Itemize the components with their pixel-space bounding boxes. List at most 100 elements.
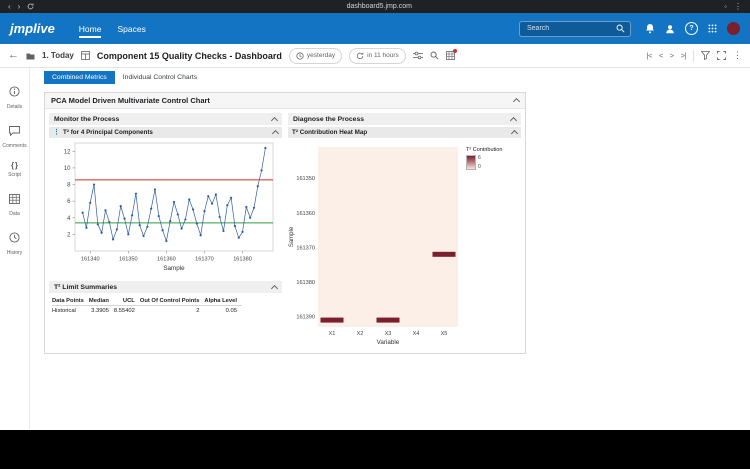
svg-text:161350: 161350	[296, 176, 315, 182]
collapse-chevron-icon[interactable]	[272, 130, 279, 137]
breadcrumb[interactable]: 1. Today	[42, 51, 74, 60]
svg-text:8: 8	[67, 183, 71, 189]
svg-text:10: 10	[64, 166, 71, 172]
collapse-chevron-icon[interactable]	[271, 116, 278, 123]
diagnose-section-header[interactable]: Diagnose the Process	[288, 113, 521, 125]
col-data-points: Data Points	[52, 297, 89, 306]
last-updated-badge[interactable]: yesterday	[289, 48, 342, 64]
sidebar-label-history: History	[7, 250, 23, 256]
update-badge-dot	[453, 49, 457, 53]
next-refresh-badge[interactable]: in 11 hours	[349, 48, 406, 64]
fullscreen-icon[interactable]	[717, 51, 726, 60]
data-table-icon[interactable]	[446, 51, 455, 60]
svg-text:X2: X2	[357, 331, 364, 337]
svg-text:Variable: Variable	[377, 339, 400, 346]
t2-chart-title: T² for 4 Principal Components	[63, 129, 270, 136]
sidebar-item-comments[interactable]: Comments	[2, 123, 26, 149]
sidebar-item-history[interactable]: History	[7, 230, 23, 256]
sidebar-item-details[interactable]: Details	[7, 84, 22, 110]
svg-text:X3: X3	[385, 331, 392, 337]
legend-title: T² Contribution	[466, 147, 502, 153]
dashboard-panel: PCA Model Driven Multivariate Control Ch…	[44, 92, 526, 354]
svg-text:161340: 161340	[81, 257, 100, 263]
t2-chart-header[interactable]: ⋮ T² for 4 Principal Components	[49, 127, 282, 138]
search-input[interactable]	[519, 21, 631, 37]
legend-max: 6	[478, 155, 481, 161]
collapse-chevron-icon[interactable]	[510, 116, 517, 123]
limit-summaries-table: Data Points Median UCL Out Of Control Po…	[52, 297, 242, 315]
collapse-chevron-icon[interactable]	[511, 130, 518, 137]
svg-text:12: 12	[64, 149, 71, 155]
sidebar-label-script: Script	[8, 172, 21, 178]
nav-home[interactable]: Home	[79, 20, 102, 38]
first-post-button[interactable]: |<	[647, 51, 652, 60]
browser-menu-icon[interactable]: ⋮	[734, 3, 742, 11]
page-title: Component 15 Quality Checks - Dashboard	[97, 51, 282, 61]
cell-data-points: Historical	[52, 306, 89, 316]
heatmap-header[interactable]: T² Contribution Heat Map	[288, 127, 521, 138]
jmp-live-logo[interactable]: jmplive	[10, 21, 55, 36]
limit-summaries-title: T² Limit Summaries	[54, 284, 272, 291]
limit-summaries-header[interactable]: T² Limit Summaries	[49, 281, 282, 293]
drag-grip-icon[interactable]: ⋮	[53, 129, 60, 136]
data-table-grid-icon	[9, 191, 20, 209]
last-post-button[interactable]: >|	[681, 51, 686, 60]
zoom-icon[interactable]	[430, 51, 439, 60]
sidebar-label-comments: Comments	[2, 143, 26, 149]
next-refresh-label: in 11 hours	[367, 52, 399, 59]
refresh-timer-icon	[356, 52, 364, 60]
next-post-button[interactable]: >	[670, 51, 674, 60]
pca-outline-title: PCA Model Driven Multivariate Control Ch…	[51, 96, 514, 105]
tab-combined-metrics[interactable]: Combined Metrics	[44, 71, 115, 84]
help-icon[interactable]: ?	[685, 22, 698, 35]
cell-ucl: 8.55402	[114, 306, 140, 316]
top-nav: Home Spaces	[79, 20, 146, 38]
folder-icon	[26, 52, 35, 60]
t2-control-chart[interactable]: 24681012161340161350161360161370161380Sa…	[49, 138, 281, 274]
search-field[interactable]	[525, 24, 616, 33]
comments-bubble-icon	[9, 123, 20, 141]
nav-spaces[interactable]: Spaces	[117, 20, 145, 38]
sidebar-label-data: Data	[9, 211, 20, 217]
monitor-column: Monitor the Process ⋮ T² for 4 Principal…	[49, 113, 282, 349]
search-icon	[616, 24, 625, 33]
table-header-row: Data Points Median UCL Out Of Control Po…	[52, 297, 242, 306]
toolbar-divider	[693, 50, 694, 62]
sidebar-label-details: Details	[7, 104, 22, 110]
collapse-chevron-icon[interactable]	[513, 98, 520, 105]
browser-chrome: ‹ › dashboard5.jmp.com ◦ ⋮	[0, 0, 750, 13]
details-info-icon	[9, 84, 20, 102]
filter-icon[interactable]	[701, 51, 710, 60]
clock-icon	[296, 52, 304, 60]
browser-back-icon[interactable]: ‹	[8, 3, 11, 11]
pca-outline-header[interactable]: PCA Model Driven Multivariate Control Ch…	[45, 93, 525, 109]
previous-post-button[interactable]: <	[659, 51, 663, 60]
avatar[interactable]	[727, 22, 740, 35]
sidebar-item-script[interactable]: { } Script	[8, 162, 21, 178]
svg-text:X4: X4	[413, 331, 420, 337]
sidebar-item-data[interactable]: Data	[9, 191, 20, 217]
svg-text:4: 4	[67, 216, 71, 222]
notifications-bell-icon[interactable]	[645, 23, 655, 34]
display-options-icon[interactable]	[413, 51, 423, 60]
browser-refresh-icon[interactable]	[27, 3, 34, 10]
user-icon[interactable]	[665, 24, 675, 34]
collapse-chevron-icon[interactable]	[271, 284, 278, 291]
svg-text:Sample: Sample	[289, 226, 295, 247]
t2-contribution-heatmap[interactable]: 161350161360161370161380161390X1X2X3X4X5…	[288, 139, 464, 349]
apps-grid-icon[interactable]	[708, 24, 717, 33]
legend-min: 0	[478, 164, 481, 170]
browser-extensions-icon[interactable]: ◦	[724, 3, 727, 11]
monitor-section-header[interactable]: Monitor the Process	[49, 113, 282, 125]
more-options-icon[interactable]: ⋮	[733, 50, 742, 61]
svg-text:X1: X1	[329, 331, 336, 337]
heatmap-legend: T² Contribution 6 0	[466, 147, 502, 349]
screen-footer-background	[0, 430, 750, 469]
browser-url[interactable]: dashboard5.jmp.com	[41, 3, 717, 10]
back-button[interactable]: ←	[8, 50, 19, 61]
table-row: Historical 3.3905 8.55402 2 0.05	[52, 306, 242, 316]
browser-forward-icon[interactable]: ›	[18, 3, 21, 11]
col-median: Median	[89, 297, 114, 306]
svg-text:161380: 161380	[296, 280, 315, 286]
tab-individual-control-charts[interactable]: Individual Control Charts	[115, 71, 205, 84]
